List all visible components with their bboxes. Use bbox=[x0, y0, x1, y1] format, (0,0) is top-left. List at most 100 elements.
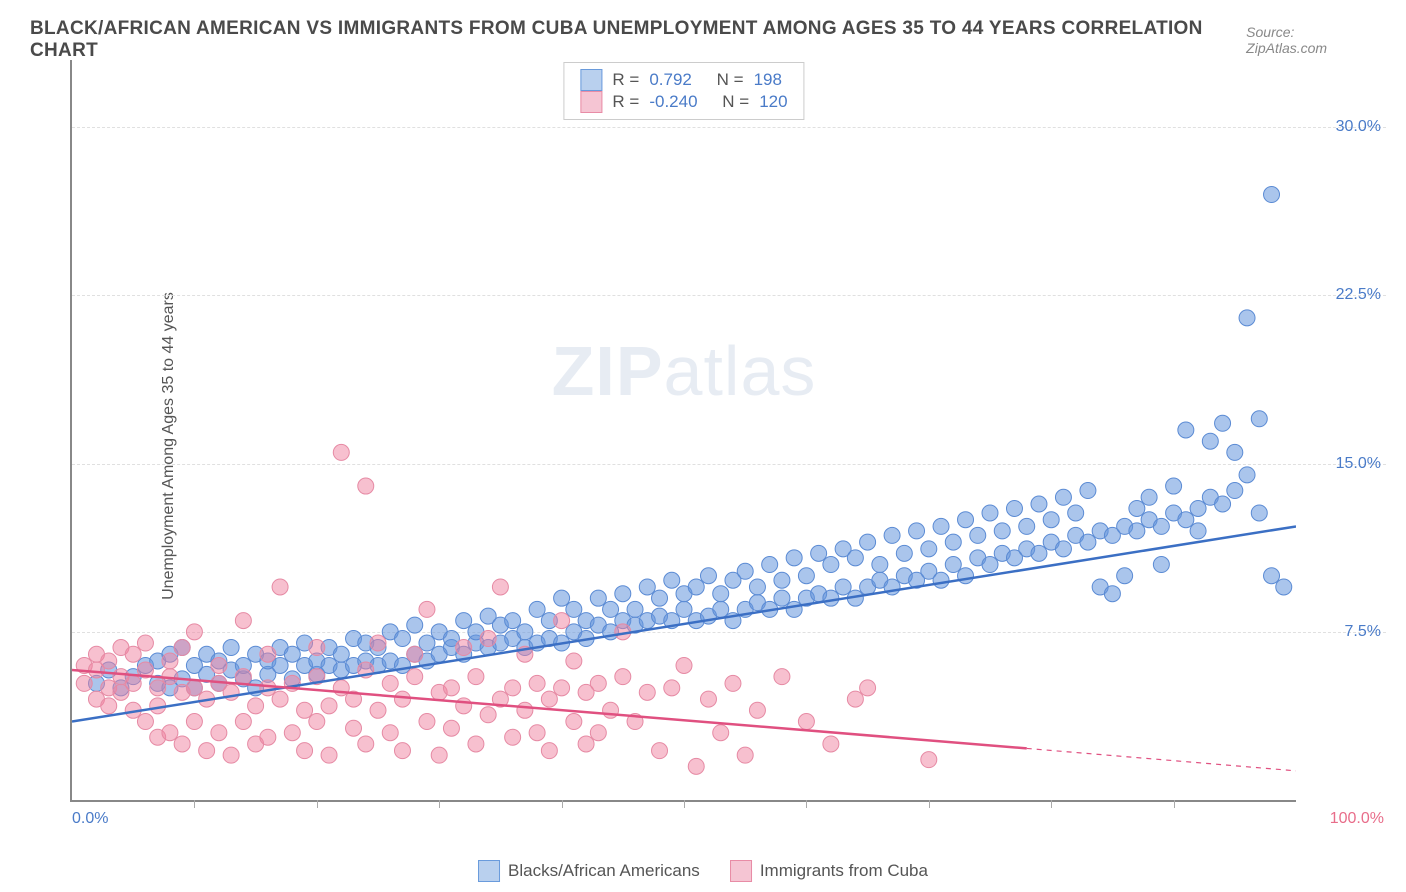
scatter-point bbox=[896, 545, 912, 561]
y-tick-label: 22.5% bbox=[1336, 286, 1381, 304]
stats-row: R = -0.240 N = 120 bbox=[580, 91, 787, 113]
scatter-point bbox=[346, 691, 362, 707]
scatter-point bbox=[456, 613, 472, 629]
scatter-point bbox=[333, 444, 349, 460]
scatter-point bbox=[1129, 500, 1145, 516]
scatter-point bbox=[137, 714, 153, 730]
scatter-point bbox=[382, 675, 398, 691]
scatter-point bbox=[505, 680, 521, 696]
scatter-point bbox=[860, 534, 876, 550]
scatter-point bbox=[762, 557, 778, 573]
scatter-point bbox=[578, 631, 594, 647]
scatter-point bbox=[284, 646, 300, 662]
scatter-point bbox=[847, 691, 863, 707]
legend-item: Immigrants from Cuba bbox=[730, 860, 928, 882]
scatter-point bbox=[529, 601, 545, 617]
scatter-point bbox=[823, 557, 839, 573]
scatter-point bbox=[700, 691, 716, 707]
r-value: 0.792 bbox=[649, 70, 692, 90]
scatter-point bbox=[774, 572, 790, 588]
scatter-point bbox=[125, 646, 141, 662]
scatter-point bbox=[223, 747, 239, 763]
scatter-point bbox=[639, 684, 655, 700]
scatter-point bbox=[627, 601, 643, 617]
scatter-point bbox=[174, 640, 190, 656]
scatter-point bbox=[443, 720, 459, 736]
scatter-point bbox=[566, 601, 582, 617]
scatter-point bbox=[541, 743, 557, 759]
scatter-point bbox=[529, 675, 545, 691]
scatter-point bbox=[284, 675, 300, 691]
scatter-point bbox=[725, 613, 741, 629]
scatter-point bbox=[627, 714, 643, 730]
scatter-point bbox=[235, 613, 251, 629]
scatter-point bbox=[652, 590, 668, 606]
scatter-point bbox=[137, 635, 153, 651]
scatter-point bbox=[505, 613, 521, 629]
scatter-point bbox=[823, 590, 839, 606]
scatter-point bbox=[639, 579, 655, 595]
scatter-point bbox=[652, 743, 668, 759]
legend-swatch bbox=[478, 860, 500, 882]
plot-region: R = 0.792 N = 198 R = -0.240 N = 120 ZIP… bbox=[70, 60, 1296, 802]
bottom-legend: Blacks/African Americans Immigrants from… bbox=[478, 860, 928, 882]
scatter-point bbox=[211, 657, 227, 673]
scatter-point bbox=[1227, 444, 1243, 460]
scatter-point bbox=[554, 680, 570, 696]
scatter-point bbox=[1178, 422, 1194, 438]
scatter-point bbox=[737, 747, 753, 763]
scatter-point bbox=[603, 601, 619, 617]
scatter-point bbox=[713, 586, 729, 602]
legend-swatch bbox=[580, 91, 602, 113]
legend-swatch bbox=[730, 860, 752, 882]
scatter-point bbox=[1166, 478, 1182, 494]
scatter-point bbox=[186, 680, 202, 696]
legend-label: Immigrants from Cuba bbox=[760, 861, 928, 881]
scatter-point bbox=[1153, 557, 1169, 573]
scatter-point bbox=[407, 617, 423, 633]
scatter-point bbox=[492, 691, 508, 707]
scatter-point bbox=[1264, 187, 1280, 203]
legend-swatch bbox=[580, 69, 602, 91]
scatter-point bbox=[554, 590, 570, 606]
source-label: Source: ZipAtlas.com bbox=[1246, 24, 1376, 56]
scatter-point bbox=[272, 579, 288, 595]
scatter-point bbox=[1043, 512, 1059, 528]
scatter-point bbox=[933, 572, 949, 588]
r-value: -0.240 bbox=[649, 92, 697, 112]
scatter-point bbox=[603, 702, 619, 718]
scatter-point bbox=[1055, 541, 1071, 557]
scatter-point bbox=[1190, 523, 1206, 539]
scatter-point bbox=[725, 675, 741, 691]
scatter-point bbox=[1239, 467, 1255, 483]
scatter-point bbox=[590, 725, 606, 741]
scatter-point bbox=[884, 527, 900, 543]
scatter-point bbox=[199, 743, 215, 759]
scatter-point bbox=[517, 646, 533, 662]
scatter-point bbox=[394, 691, 410, 707]
scatter-point bbox=[786, 550, 802, 566]
scatter-point bbox=[272, 657, 288, 673]
scatter-point bbox=[456, 698, 472, 714]
scatter-point bbox=[823, 736, 839, 752]
scatter-point bbox=[101, 653, 117, 669]
scatter-point bbox=[370, 635, 386, 651]
scatter-point bbox=[1215, 415, 1231, 431]
scatter-point bbox=[162, 669, 178, 685]
y-tick-label: 7.5% bbox=[1345, 623, 1381, 641]
legend-label: Blacks/African Americans bbox=[508, 861, 700, 881]
scatter-point bbox=[309, 669, 325, 685]
scatter-point bbox=[76, 675, 92, 691]
scatter-point bbox=[260, 729, 276, 745]
scatter-point bbox=[713, 601, 729, 617]
scatter-point bbox=[150, 680, 166, 696]
stats-row: R = 0.792 N = 198 bbox=[580, 69, 787, 91]
scatter-point bbox=[847, 550, 863, 566]
scatter-point bbox=[958, 512, 974, 528]
legend-item: Blacks/African Americans bbox=[478, 860, 700, 882]
scatter-point bbox=[394, 657, 410, 673]
scatter-point bbox=[456, 640, 472, 656]
y-tick-label: 15.0% bbox=[1336, 455, 1381, 473]
scatter-point bbox=[835, 579, 851, 595]
scatter-point bbox=[982, 557, 998, 573]
